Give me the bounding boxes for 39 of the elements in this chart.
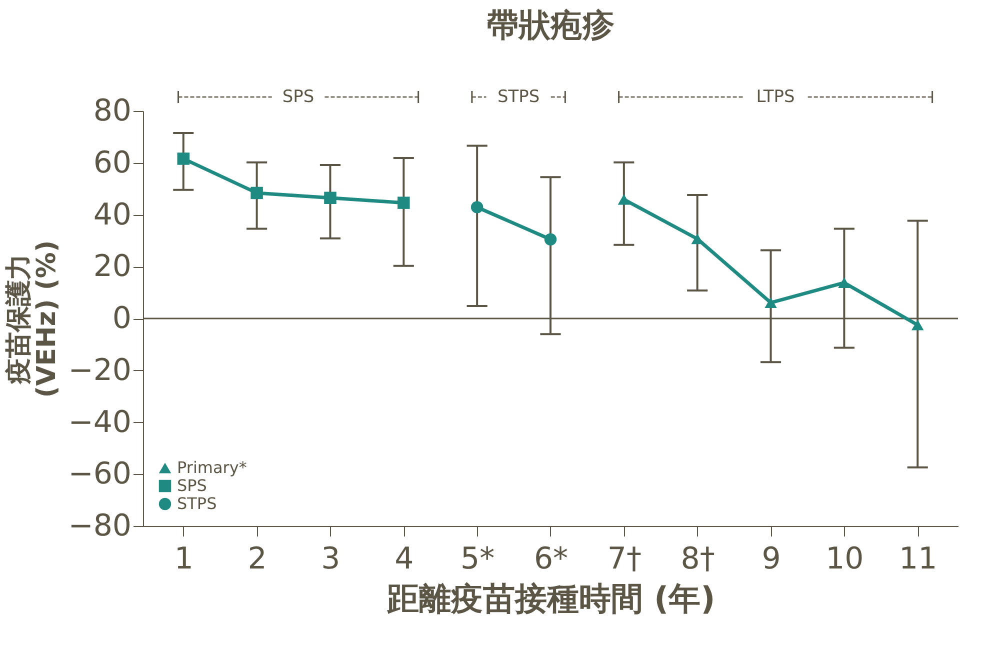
point: [911, 320, 924, 330]
point: [764, 297, 777, 308]
y-tick-label: −20: [68, 352, 132, 388]
x-tick-label: 10: [826, 542, 864, 576]
chart-title: 帶狀疱疹: [486, 6, 614, 44]
x-tick-label: 6*: [534, 542, 568, 576]
legend-label: STPS: [177, 494, 217, 513]
x-tick-label: 7†: [607, 542, 642, 576]
y-tick-label: 60: [93, 145, 132, 180]
y-tick-label: 80: [93, 94, 132, 128]
point: [544, 233, 557, 246]
y-tick-label: 40: [93, 197, 132, 232]
x-tick-label: 1: [174, 542, 194, 576]
point: [324, 192, 336, 204]
point: [398, 196, 410, 209]
y-tick-label: −80: [68, 508, 132, 544]
point: [838, 277, 850, 288]
point: [470, 201, 484, 214]
legend-label: Primary*: [177, 458, 247, 477]
text: SPS: [282, 87, 314, 107]
text: LTPS: [756, 87, 795, 107]
x-tick-label: 5*: [460, 542, 495, 576]
x-tick-label: 11: [899, 542, 938, 576]
point: [618, 194, 630, 205]
y-axis-title: 疫苗保護力 (VEHz) (%): [4, 240, 62, 398]
x-tick-label: 3: [321, 542, 340, 576]
y-tick-label: 0: [112, 301, 132, 336]
x-axis-title: 距離疫苗接種時間 (年): [386, 580, 716, 618]
y-tick-label: −60: [68, 456, 132, 492]
point: [177, 152, 190, 165]
y-tick-label: −40: [68, 404, 132, 440]
x-tick-label: 4: [394, 542, 414, 576]
y-tick-label: 20: [93, 249, 132, 284]
x-tick-label: 8†: [680, 542, 715, 576]
point: [250, 186, 263, 200]
x-tick-label: 9: [762, 542, 781, 576]
text: STPS: [497, 87, 540, 107]
x-tick-label: 2: [248, 542, 267, 576]
legend-label: SPS: [177, 476, 207, 495]
